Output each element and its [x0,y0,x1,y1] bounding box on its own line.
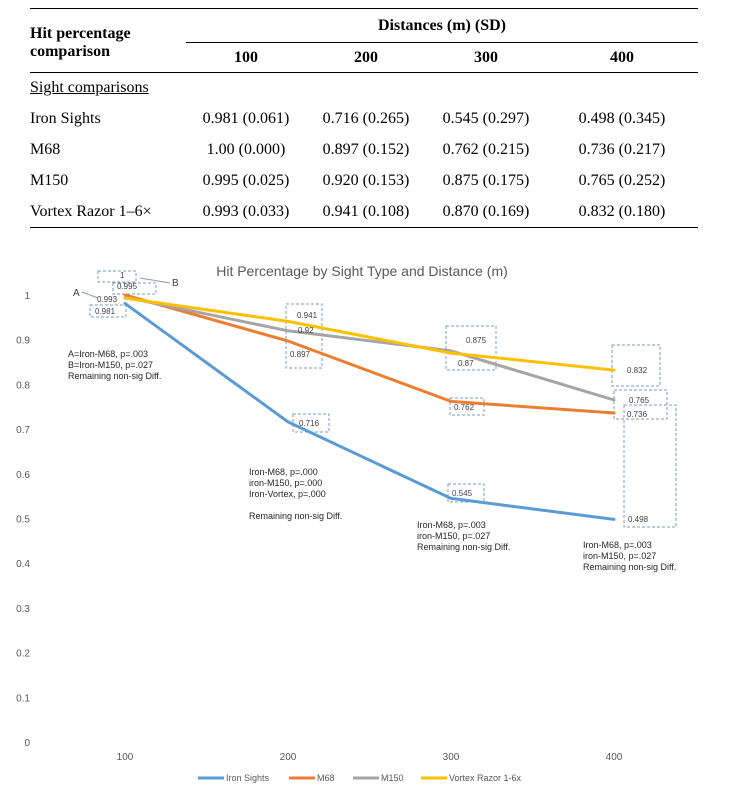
table-cell: 0.870 (0.169) [426,196,546,228]
table-cell: 0.545 (0.297) [442,110,530,127]
marker-a-label: A [73,288,80,299]
table-cell: 0.897 (0.152) [322,141,410,158]
header-distance-400: 400 [546,42,698,73]
table-cell: 0.995 (0.025) [202,172,290,189]
annotation-box [449,397,485,416]
header-distance-300: 300 [426,42,546,73]
data-label: 0.832 [627,366,648,375]
legend-label: M68 [317,773,335,783]
section-label: Sight comparisons [30,79,149,97]
series-line-m68 [123,293,616,415]
table-cell: 0.736 (0.217) [578,141,666,158]
annotation-box [611,344,661,387]
significance-note-line: iron-M150, p=.027 [417,531,490,541]
annotation-box [89,304,127,318]
header-distance-200: 200 [306,42,426,73]
table-row: Iron Sights 0.981 (0.061) 0.716 (0.265) … [30,104,698,135]
table-cell: 0.762 (0.215) [442,141,530,158]
data-label: 0.92 [298,326,314,335]
data-label: 0.762 [454,403,475,412]
marker-b-label: B [172,278,179,289]
annotation-box [97,270,137,283]
y-tick-label: 0.6 [16,470,30,481]
significance-note-line: Iron-M68, p=.000 [249,467,318,477]
sight-comparison-table: Hit percentage Distances (m) (SD) compar… [30,8,698,228]
series-line-m150 [123,295,616,402]
table-cell: 0.981 (0.061) [202,110,290,127]
y-tick-label: 0.8 [16,380,30,391]
y-tick-label: 0.2 [16,649,30,660]
data-label: 0.736 [627,410,648,419]
row-label: Vortex Razor 1–6× [30,196,186,228]
y-tick-label: 0.9 [16,336,30,347]
significance-note-line: Remaining non-sig Diff. [417,542,510,552]
y-tick-label: 0.3 [16,604,30,615]
data-label: 0.897 [290,350,311,359]
legend-label: Iron Sights [226,773,270,783]
x-tick-label: 400 [606,752,623,763]
chart-title: Hit Percentage by Sight Type and Distanc… [216,263,508,279]
y-tick-label: 0 [24,738,30,749]
marker-a-connector [81,291,99,299]
data-label: 0.993 [97,295,118,304]
significance-note-line: Remaining non-sig Diff. [583,562,676,572]
header-left-line1: Hit percentage [30,8,186,43]
data-label: 0.981 [95,307,116,316]
annotation-box [447,483,485,503]
table-cell: 0.716 (0.265) [322,110,410,127]
marker-b-connector [139,277,171,284]
significance-note-line: Iron-M68, p=.003 [417,520,486,530]
legend-label: Vortex Razor 1-6x [449,773,522,783]
significance-note-line: A=Iron-M68, p=.003 [68,349,148,359]
series-line-iron-sights [123,302,616,521]
x-tick-label: 100 [117,752,134,763]
significance-note-line: Remaining non-sig Diff. [68,371,161,381]
annotation-box [445,325,497,371]
annotation-box [623,404,677,528]
significance-note-line: Remaining non-sig Diff. [249,511,342,521]
table-row: M150 0.995 (0.025) 0.920 (0.153) 0.875 (… [30,166,698,197]
series-line-vortex-razor-1-6x [123,296,616,372]
significance-note-line: B=Iron-M150, p=.027 [68,360,153,370]
y-tick-label: 0.5 [16,515,30,526]
y-tick-label: 0.4 [16,559,30,570]
table-cell: 0.832 (0.180) [546,196,698,228]
data-label: 0.716 [299,419,320,428]
header-distance-100: 100 [186,42,306,73]
significance-note-line: Iron-Vortex, p=.000 [249,489,326,499]
table-cell: 0.941 (0.108) [306,196,426,228]
table-cell: 0.765 (0.252) [578,172,666,189]
y-tick-label: 0.1 [16,693,30,704]
row-label: M68 [30,141,61,158]
data-label: 0.941 [297,311,318,320]
data-label: 0.498 [628,515,649,524]
significance-note-line: iron-M150, p=.027 [583,551,656,561]
table-cell: 1.00 (0.000) [206,141,286,158]
row-label: Iron Sights [30,110,101,127]
header-distances: Distances (m) (SD) [186,8,698,43]
row-label: M150 [30,172,69,189]
data-label: 0.765 [629,396,650,405]
table-cell: 0.498 (0.345) [578,110,666,127]
x-tick-label: 300 [443,752,460,763]
data-label: 0.87 [458,359,474,368]
table-row: M68 1.00 (0.000) 0.897 (0.152) 0.762 (0.… [30,135,698,166]
y-tick-label: 1 [24,291,30,302]
table-cell: 0.875 (0.175) [442,172,530,189]
data-label: 0.875 [466,336,487,345]
y-tick-label: 0.7 [16,425,30,436]
data-label: 1 [120,271,125,280]
legend-label: M150 [381,773,404,783]
header-left-line2: comparison [30,42,186,73]
table-cell: 0.993 (0.033) [186,196,306,228]
significance-note-line: Iron-M68, p=.003 [583,540,652,550]
data-label: 0.995 [117,282,138,291]
significance-note-line: iron-M150, p=.000 [249,478,322,488]
table-cell: 0.920 (0.153) [322,172,410,189]
annotation-box [112,282,157,295]
table-row: Vortex Razor 1–6× 0.993 (0.033) 0.941 (0… [30,196,698,228]
x-tick-label: 200 [280,752,297,763]
data-label: 0.545 [452,489,473,498]
